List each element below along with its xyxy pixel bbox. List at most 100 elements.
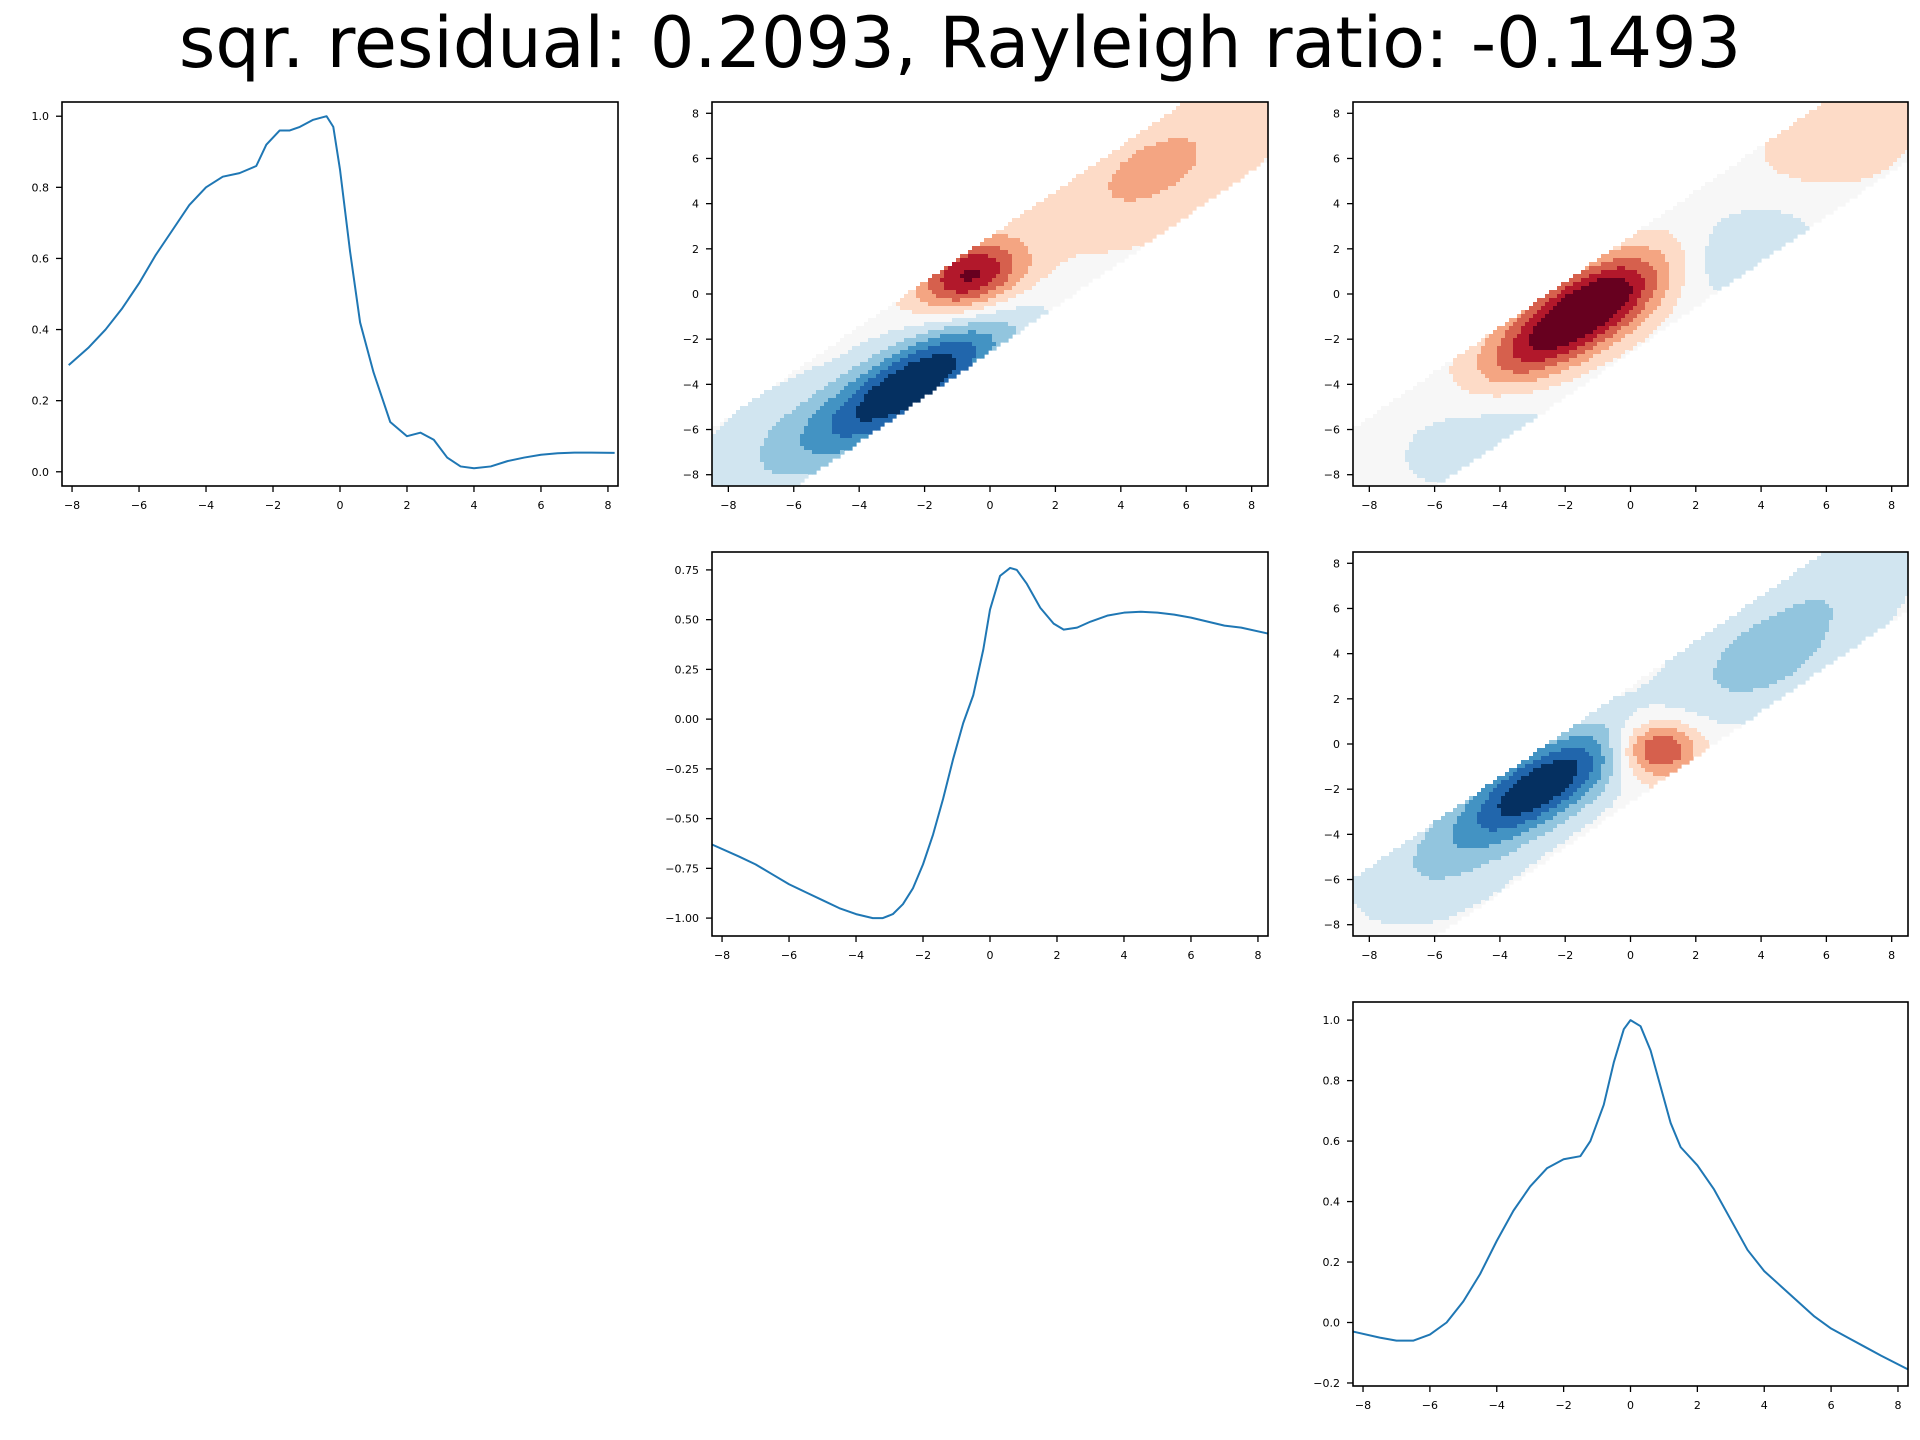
contour-cell: [816, 458, 821, 463]
contour-cell: [768, 470, 773, 475]
contour-cell: [928, 342, 933, 347]
contour-cell: [1144, 150, 1149, 155]
contour-cell: [952, 354, 957, 359]
contour-cell: [736, 438, 741, 443]
contour-cell: [1036, 262, 1041, 267]
contour-cell: [1220, 122, 1225, 127]
contour-cell: [1020, 290, 1025, 295]
contour-cell: [872, 370, 877, 375]
contour-cell: [784, 438, 789, 443]
contour-cell: [1168, 118, 1173, 123]
contour-cell: [1080, 190, 1085, 195]
contour-cell: [1485, 350, 1490, 355]
contour-cell: [844, 342, 849, 347]
contour-cell: [924, 378, 929, 383]
contour-cell: [1393, 470, 1398, 475]
contour-cell: [828, 450, 833, 455]
contour-cell: [848, 370, 853, 375]
contour-cell: [992, 322, 997, 327]
contour-cell: [1040, 218, 1045, 223]
contour-cell: [1056, 198, 1061, 203]
contour-cell: [1140, 202, 1145, 207]
contour-cell: [936, 310, 941, 315]
contour-cell: [1056, 202, 1061, 207]
contour-cell: [928, 294, 933, 299]
contour-cell: [1108, 170, 1113, 175]
contour-cell: [1405, 394, 1410, 399]
contour-cell: [1369, 474, 1374, 479]
contour-cell: [1120, 150, 1125, 155]
contour-cell: [996, 262, 1001, 267]
contour-cell: [1124, 214, 1129, 219]
contour-cell: [1048, 266, 1053, 271]
contour-cell: [828, 426, 833, 431]
contour-cell: [720, 438, 725, 443]
contour-cell: [1124, 146, 1129, 151]
contour-cell: [940, 326, 945, 331]
contour-cell: [996, 302, 1001, 307]
contour-cell: [1517, 386, 1522, 391]
contour-cell: [1204, 130, 1209, 135]
contour-cell: [1429, 410, 1434, 415]
contour-cell: [1256, 102, 1261, 107]
contour-cell: [1361, 438, 1366, 443]
contour-cell: [740, 462, 745, 467]
contour-cell: [764, 470, 769, 475]
contour-cell: [1172, 222, 1177, 227]
contour-cell: [756, 450, 761, 455]
contour-cell: [1028, 230, 1033, 235]
contour-cell: [1048, 226, 1053, 231]
contour-cell: [748, 458, 753, 463]
contour-cell: [1100, 210, 1105, 215]
contour-cell: [1008, 286, 1013, 291]
contour-cell: [808, 390, 813, 395]
contour-cell: [788, 478, 793, 483]
contour-cell: [968, 330, 973, 335]
contour-cell: [1497, 326, 1502, 331]
contour-cell: [1136, 242, 1141, 247]
contour-cell: [908, 298, 913, 303]
contour-cell: [792, 466, 797, 471]
contour-cell: [1048, 290, 1053, 295]
y-tick-label: 6: [692, 152, 699, 165]
contour-cell: [1236, 162, 1241, 167]
contour-cell: [1152, 134, 1157, 139]
contour-cell: [1385, 454, 1390, 459]
contour-cell: [884, 414, 889, 419]
contour-cell: [940, 278, 945, 283]
contour-cell: [1112, 194, 1117, 199]
contour-cell: [1028, 318, 1033, 323]
contour-cell: [1409, 426, 1414, 431]
contour-cell: [1136, 194, 1141, 199]
contour-cell: [1389, 442, 1394, 447]
contour-cell: [892, 346, 897, 351]
contour-cell: [1208, 110, 1213, 115]
contour-cell: [1140, 130, 1145, 135]
contour-cell: [1072, 234, 1077, 239]
contour-cell: [1084, 230, 1089, 235]
contour-cell: [1228, 130, 1233, 135]
contour-cell: [1128, 194, 1133, 199]
contour-cell: [1417, 474, 1422, 479]
contour-cell: [1437, 410, 1442, 415]
contour-cell: [1212, 190, 1217, 195]
contour-cell: [1052, 286, 1057, 291]
contour-cell: [1361, 478, 1366, 483]
contour-cell: [1248, 146, 1253, 151]
contour-cell: [768, 438, 773, 443]
contour-cell: [880, 346, 885, 351]
contour-cell: [820, 402, 825, 407]
contour-cell: [1192, 174, 1197, 179]
contour-cell: [1449, 410, 1454, 415]
contour-cell: [836, 354, 841, 359]
contour-cell: [1004, 258, 1009, 263]
contour-cell: [800, 426, 805, 431]
contour-cell: [984, 250, 989, 255]
contour-cell: [960, 334, 965, 339]
contour-cell: [912, 338, 917, 343]
contour-cell: [1433, 394, 1438, 399]
contour-cell: [800, 386, 805, 391]
contour-cell: [900, 310, 905, 315]
contour-cell: [988, 270, 993, 275]
contour-cell: [1100, 162, 1105, 167]
